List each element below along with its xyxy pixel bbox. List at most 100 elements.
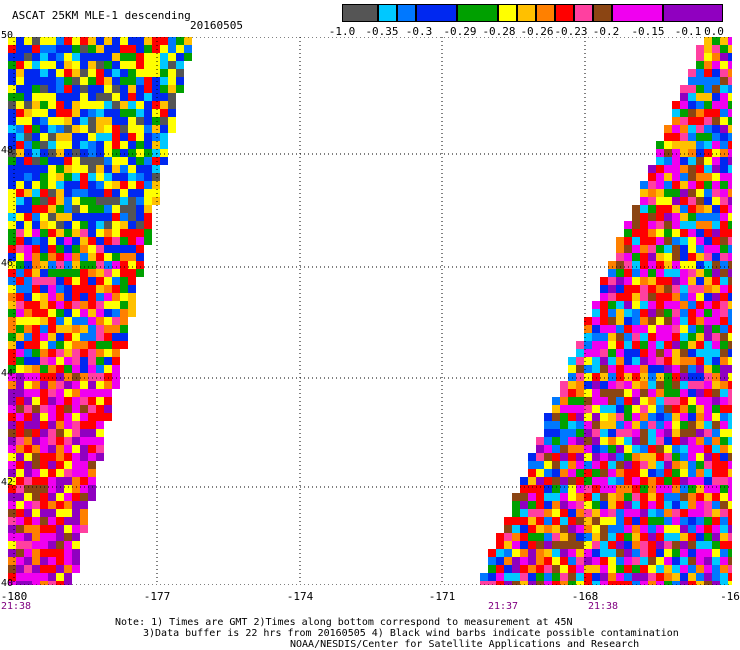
swath-cell: [720, 101, 728, 109]
swath-cell: [640, 373, 648, 381]
swath-cell: [672, 101, 680, 109]
swath-cell: [88, 221, 96, 229]
swath-cell: [640, 381, 648, 389]
swath-cell: [712, 285, 720, 293]
swath-cell: [608, 485, 616, 493]
swath-cell: [640, 237, 648, 245]
swath-cell: [552, 429, 560, 437]
swath-cell: [152, 157, 160, 165]
swath-cell: [680, 549, 688, 557]
swath-cell: [136, 157, 144, 165]
swath-cell: [688, 365, 696, 373]
swath-cell: [560, 453, 568, 461]
swath-cell: [592, 325, 600, 333]
swath-cell: [536, 581, 544, 585]
swath-cell: [160, 61, 168, 69]
swath-cell: [728, 229, 732, 237]
colorbar-label: -0.35: [365, 25, 399, 38]
swath-cell: [8, 213, 16, 221]
swath-cell: [600, 533, 608, 541]
swath-cell: [24, 205, 32, 213]
swath-cell: [520, 557, 528, 565]
swath-cell: [640, 509, 648, 517]
swath-cell: [88, 77, 96, 85]
swath-cell: [624, 453, 632, 461]
swath-cell: [88, 229, 96, 237]
swath-cell: [16, 501, 24, 509]
swath-cell: [88, 421, 96, 429]
swath-cell: [720, 141, 728, 149]
colorbar-swatch: [536, 4, 555, 22]
swath-cell: [56, 581, 64, 585]
swath-cell: [728, 429, 732, 437]
swath-cell: [704, 213, 712, 221]
swath-cell: [32, 389, 40, 397]
swath-cell: [584, 477, 592, 485]
swath-cell: [672, 509, 680, 517]
swath-cell: [704, 229, 712, 237]
swath-cell: [696, 165, 704, 173]
swath-cell: [56, 365, 64, 373]
swath-cell: [72, 85, 80, 93]
swath-cell: [672, 317, 680, 325]
swath-cell: [120, 157, 128, 165]
swath-cell: [648, 197, 656, 205]
swath-cell: [664, 493, 672, 501]
swath-cell: [64, 85, 72, 93]
swath-cell: [512, 573, 520, 581]
swath-cell: [696, 501, 704, 509]
swath-cell: [696, 157, 704, 165]
swath-cell: [16, 349, 24, 357]
swath-cell: [56, 301, 64, 309]
swath-cell: [608, 461, 616, 469]
swath-cell: [696, 125, 704, 133]
swath-cell: [24, 357, 32, 365]
swath-cell: [632, 413, 640, 421]
swath-cell: [648, 557, 656, 565]
swath-cell: [48, 349, 56, 357]
swath-cell: [64, 253, 72, 261]
swath-cell: [712, 469, 720, 477]
swath-cell: [64, 141, 72, 149]
swath-cell: [688, 197, 696, 205]
swath-cell: [64, 397, 72, 405]
swath-cell: [632, 573, 640, 581]
swath-cell: [688, 301, 696, 309]
swath-cell: [704, 261, 712, 269]
swath-cell: [64, 341, 72, 349]
scatterometer-swath: [8, 37, 732, 585]
swath-cell: [16, 549, 24, 557]
swath-cell: [680, 165, 688, 173]
swath-cell: [128, 261, 136, 269]
swath-cell: [16, 413, 24, 421]
swath-cell: [608, 421, 616, 429]
swath-cell: [632, 485, 640, 493]
swath-cell: [688, 573, 696, 581]
swath-cell: [728, 573, 732, 581]
swath-cell: [704, 565, 712, 573]
swath-cell: [648, 549, 656, 557]
swath-cell: [680, 397, 688, 405]
swath-cell: [64, 349, 72, 357]
swath-cell: [16, 205, 24, 213]
swath-cell: [24, 133, 32, 141]
swath-cell: [592, 421, 600, 429]
swath-cell: [600, 573, 608, 581]
swath-cell: [56, 485, 64, 493]
swath-cell: [696, 93, 704, 101]
swath-cell: [112, 253, 120, 261]
swath-cell: [88, 317, 96, 325]
swath-cell: [88, 165, 96, 173]
swath-cell: [144, 149, 152, 157]
swath-cell: [144, 109, 152, 117]
swath-cell: [16, 269, 24, 277]
swath-cell: [704, 117, 712, 125]
swath-cell: [16, 517, 24, 525]
swath-cell: [56, 557, 64, 565]
swath-cell: [32, 149, 40, 157]
swath-cell: [120, 45, 128, 53]
colorbar-label: -0.28: [482, 25, 516, 38]
swath-cell: [608, 493, 616, 501]
swath-cell: [136, 53, 144, 61]
swath-cell: [72, 485, 80, 493]
